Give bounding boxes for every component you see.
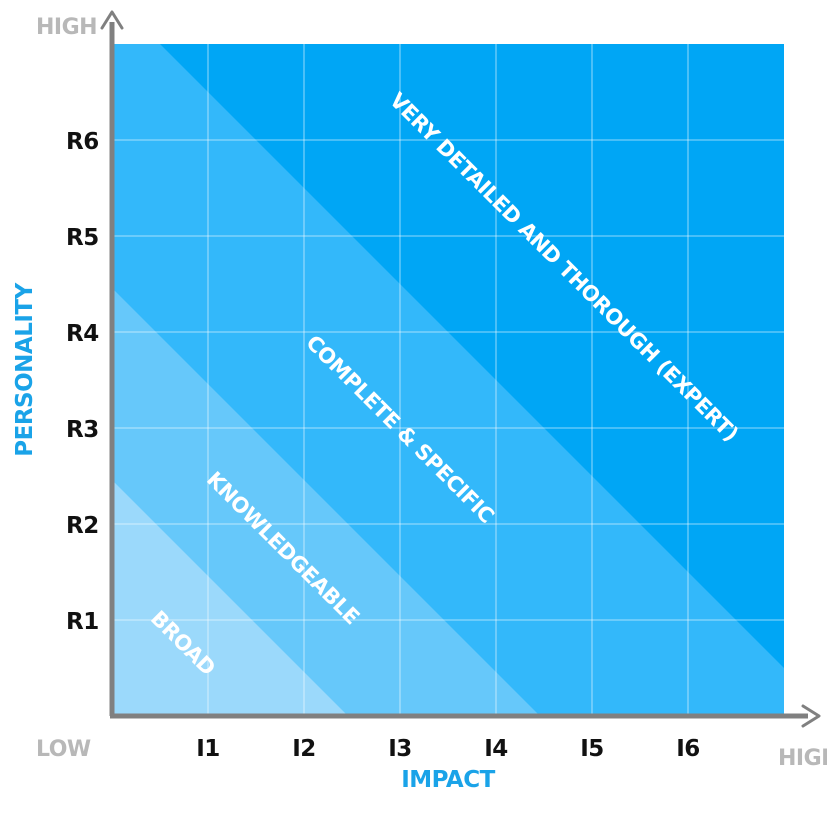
y-axis-arrow-icon bbox=[100, 10, 124, 30]
axes bbox=[100, 10, 821, 728]
band-layer bbox=[112, 44, 784, 716]
x-tick-i1: I1 bbox=[196, 736, 220, 762]
x-tick-i2: I2 bbox=[292, 736, 316, 762]
low-label: LOW bbox=[36, 737, 91, 762]
y-tick-labels: R1 R2 R3 R4 R5 R6 bbox=[66, 129, 99, 635]
x-axis-arrow-icon bbox=[801, 704, 821, 728]
band-broad bbox=[112, 480, 348, 716]
grid-lines bbox=[112, 44, 784, 716]
x-tick-i6: I6 bbox=[676, 736, 700, 762]
x-axis-title: IMPACT bbox=[401, 767, 495, 793]
x-tick-i3: I3 bbox=[388, 736, 412, 762]
y-tick-r5: R5 bbox=[66, 225, 99, 251]
y-axis-title: PERSONALITY bbox=[12, 282, 38, 456]
x-high-label: HIGH bbox=[778, 746, 827, 771]
x-tick-labels: I1 I2 I3 I4 I5 I6 bbox=[196, 736, 700, 762]
y-tick-r2: R2 bbox=[66, 513, 99, 539]
x-tick-i4: I4 bbox=[484, 736, 508, 762]
y-tick-r6: R6 bbox=[66, 129, 99, 155]
y-tick-r4: R4 bbox=[66, 321, 99, 347]
y-tick-r1: R1 bbox=[66, 609, 99, 635]
x-tick-i5: I5 bbox=[580, 736, 604, 762]
y-high-label: HIGH bbox=[36, 15, 97, 40]
y-tick-r3: R3 bbox=[66, 417, 99, 443]
